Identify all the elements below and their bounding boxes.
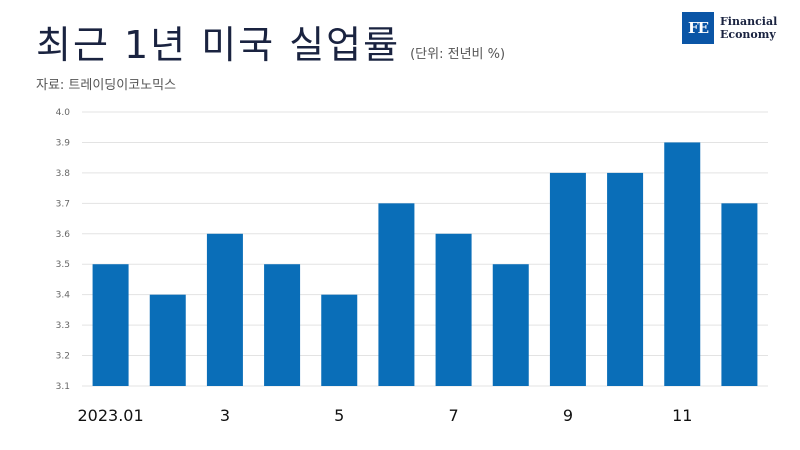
y-tick-label: 4.0 xyxy=(56,108,71,118)
unit-label: (단위: 전년비 %) xyxy=(410,47,506,62)
y-tick-label: 3.4 xyxy=(56,291,71,301)
y-tick-label: 3.2 xyxy=(56,352,70,362)
bar xyxy=(149,294,186,386)
y-tick-label: 3.7 xyxy=(56,199,70,209)
x-tick-label: 11 xyxy=(672,406,692,425)
x-tick-label: 5 xyxy=(334,406,344,425)
bar xyxy=(435,233,472,386)
bar xyxy=(607,172,644,386)
y-tick-label: 3.6 xyxy=(56,230,71,240)
bar xyxy=(492,264,529,386)
logo-mark: FE xyxy=(682,12,714,44)
logo-text: Financial Economy xyxy=(720,15,777,41)
bar xyxy=(92,264,129,386)
chart-title: 최근 1년 미국 실업률 xyxy=(36,23,401,67)
source-label: 자료: 트레이딩이코노믹스 xyxy=(36,78,177,93)
bar xyxy=(321,294,358,386)
bar xyxy=(721,203,758,386)
bar xyxy=(264,264,301,386)
y-tick-label: 3.3 xyxy=(56,321,70,331)
x-tick-label: 7 xyxy=(448,406,458,425)
bar xyxy=(378,203,415,386)
bar xyxy=(549,172,586,386)
x-tick-label: 9 xyxy=(563,406,573,425)
logo-line2: Economy xyxy=(720,28,776,41)
x-tick-label: 2023.01 xyxy=(77,406,143,425)
logo-line1: Financial xyxy=(720,15,778,28)
bar xyxy=(206,233,243,386)
logo: FE Financial Economy xyxy=(682,12,777,44)
y-tick-label: 3.9 xyxy=(56,138,71,148)
y-tick-label: 3.1 xyxy=(56,382,70,392)
bar xyxy=(664,142,701,386)
y-tick-label: 3.5 xyxy=(56,260,70,270)
x-tick-label: 3 xyxy=(220,406,230,425)
y-tick-label: 3.8 xyxy=(56,169,71,179)
title-row: 최근 1년 미국 실업률 (단위: 전년비 %) xyxy=(36,14,505,69)
